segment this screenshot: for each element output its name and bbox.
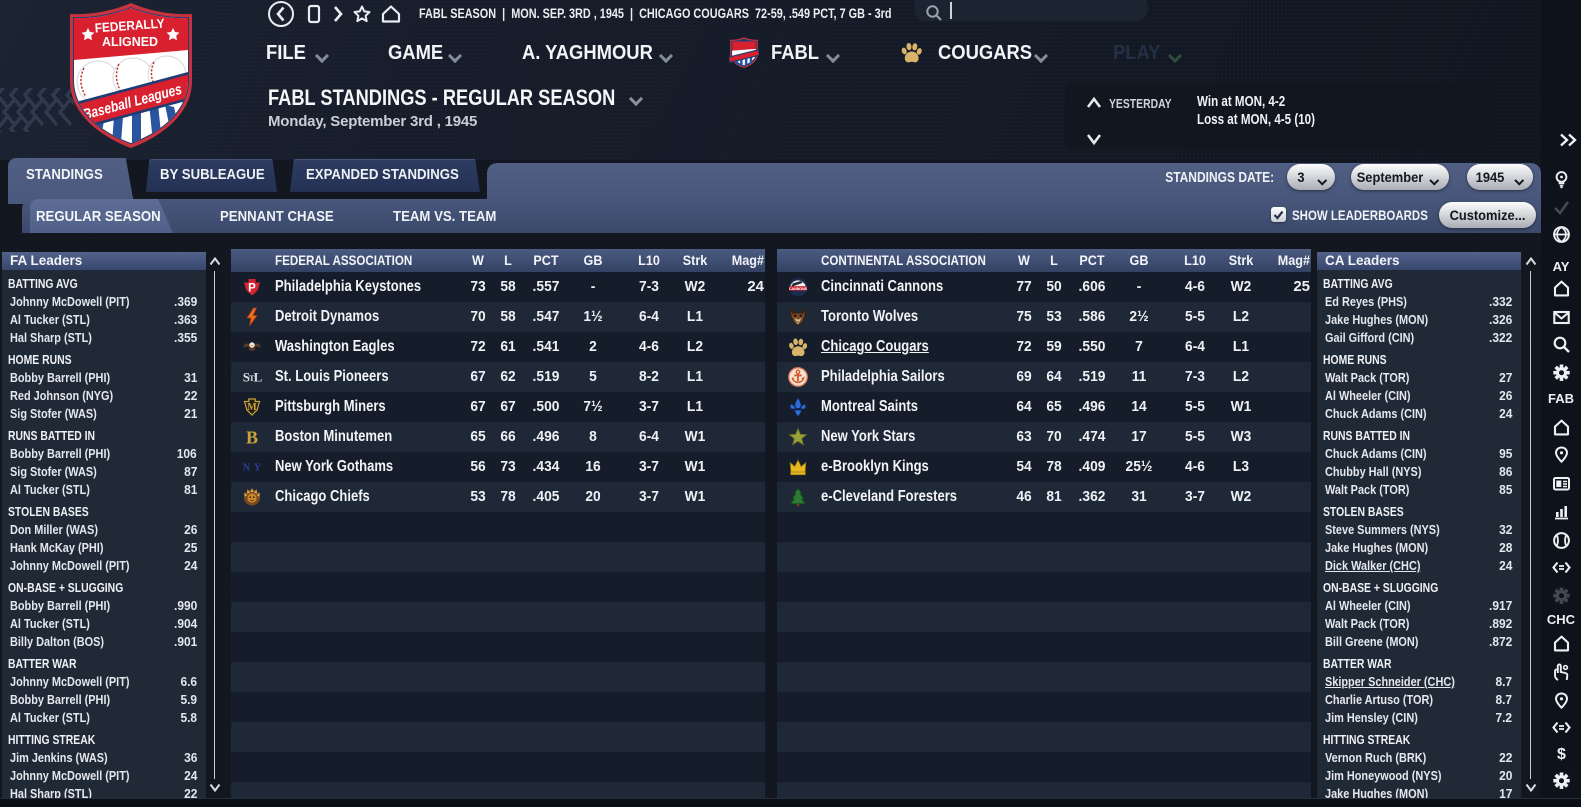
svg-text:$: $ xyxy=(1557,746,1566,763)
svg-text:CANNONS: CANNONS xyxy=(789,287,808,291)
svg-text:N: N xyxy=(243,463,251,474)
svg-text:ALIGNED: ALIGNED xyxy=(102,34,158,49)
svg-text:P: P xyxy=(248,283,256,295)
svg-text:B: B xyxy=(246,428,258,448)
svg-text:Y: Y xyxy=(254,463,262,474)
svg-text:FEDERALLY: FEDERALLY xyxy=(94,16,165,36)
svg-text:M: M xyxy=(247,402,257,413)
svg-text:STL: STL xyxy=(243,370,262,385)
